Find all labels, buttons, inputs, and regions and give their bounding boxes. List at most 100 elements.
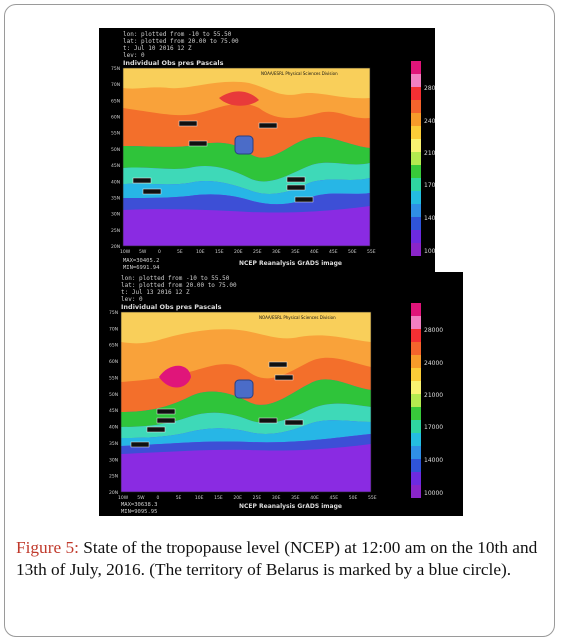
tropopause-map <box>122 67 371 247</box>
footer-credit: NCEP Reanalysis GrADS image <box>239 260 342 267</box>
figure-label: Figure 5: <box>16 538 79 557</box>
header-line-3: t: Jul 10 2016 12 Z <box>123 45 192 52</box>
x-tick-label: 15E <box>214 495 223 501</box>
colorbar-swatch <box>411 433 421 446</box>
x-axis-ticks: 10W 5W 0 5E 10E 15E 20E 25E 30E 35E 40E 45E 50E 55E <box>120 249 376 255</box>
colorbar-swatch <box>411 394 421 407</box>
map-panel-jul-10: lon: plotted from -10 to 55.50 lat: plot… <box>99 28 435 272</box>
colorbar-swatch <box>411 113 421 126</box>
x-tick-label: 10E <box>195 495 204 501</box>
colorbar-label: 21000 <box>424 392 443 399</box>
y-tick-label: 40N <box>109 425 118 431</box>
colorbar-swatch <box>411 74 421 87</box>
credit: NOAA/ESRL Physical Sciences Division <box>259 315 336 320</box>
colorbar-swatch <box>411 459 421 472</box>
y-axis-ticks: 75N 70N 65N 60N 55N 50N 45N 40N 35N 30N 25N 20N <box>111 66 120 250</box>
y-tick-label: 40N <box>111 179 120 185</box>
x-tick-label: 55E <box>367 249 376 255</box>
plot-title: Individual Obs pres Pascals <box>123 59 224 67</box>
footer-max: MAX=30638.3 <box>121 502 157 508</box>
y-tick-label: 35N <box>109 441 118 447</box>
footer-min: MIN=9095.95 <box>121 509 157 515</box>
colorbar-label: 10000 <box>424 248 435 255</box>
figure-caption-text: State of the tropopause level (NCEP) at … <box>16 538 538 579</box>
colorbar-swatch <box>411 87 421 100</box>
x-tick-label: 45E <box>329 249 338 255</box>
colorbar-swatch <box>411 472 421 485</box>
colorbar-swatch <box>411 420 421 433</box>
y-tick-label: 25N <box>111 228 120 234</box>
colorbar-label: 17000 <box>424 424 443 431</box>
colorbar: 28000 24000 21000 17000 14000 10000 <box>411 61 435 256</box>
y-tick-label: 75N <box>109 310 118 316</box>
y-tick-label: 30N <box>109 457 118 463</box>
x-tick-label: 30E <box>272 249 281 255</box>
y-tick-label: 60N <box>109 359 118 365</box>
x-tick-label: 20E <box>234 249 243 255</box>
x-tick-label: 45E <box>330 495 339 501</box>
y-tick-label: 25N <box>109 474 118 480</box>
y-tick-label: 20N <box>111 244 120 250</box>
belarus-marker <box>234 135 254 155</box>
header-line-3: t: Jul 13 2016 12 Z <box>121 289 190 296</box>
y-tick-label: 45N <box>111 163 120 169</box>
colorbar-swatch <box>411 342 421 355</box>
footer-min: MIN=6991.94 <box>123 265 160 271</box>
x-tick-label: 5W <box>139 249 147 255</box>
x-tick-label: 40E <box>310 249 319 255</box>
x-tick-label: 0 <box>156 495 159 501</box>
x-tick-label: 10W <box>118 495 129 501</box>
colorbar-swatch <box>411 316 421 329</box>
plot-title: Individual Obs pres Pascals <box>121 303 222 311</box>
header-line-4: lev: 0 <box>123 52 145 59</box>
colorbar-swatch <box>411 485 421 498</box>
y-axis-ticks: 75N 70N 65N 60N 55N 50N 45N 40N 35N 30N 25N 20N <box>109 310 118 496</box>
x-tick-label: 55E <box>368 495 377 501</box>
colorbar-swatch <box>411 407 421 420</box>
colorbar-swatch <box>411 329 421 342</box>
tropopause-map <box>120 311 372 493</box>
colorbar-swatch <box>411 61 421 74</box>
x-tick-label: 35E <box>291 495 300 501</box>
colorbar-label: 14000 <box>424 457 443 464</box>
footer-max: MAX=30405.2 <box>123 258 159 264</box>
colorbar-swatch <box>411 303 421 316</box>
colorbar-swatch <box>411 217 421 230</box>
y-tick-label: 50N <box>111 147 120 153</box>
y-tick-label: 55N <box>111 131 120 137</box>
x-tick-label: 30E <box>272 495 281 501</box>
colorbar-swatch <box>411 100 421 113</box>
colorbar-swatch <box>411 191 421 204</box>
colorbar-swatch <box>411 446 421 459</box>
colorbar-swatch <box>411 230 421 243</box>
y-tick-label: 45N <box>109 408 118 414</box>
colorbar-label: 24000 <box>424 360 443 367</box>
x-tick-label: 25E <box>253 249 262 255</box>
header-line-1: lon: plotted from -10 to 55.50 <box>123 31 232 38</box>
x-tick-label: 5E <box>177 249 183 255</box>
colorbar-label: 24000 <box>424 118 435 125</box>
colorbar: 28000 24000 21000 17000 14000 10000 <box>411 303 443 498</box>
y-tick-label: 50N <box>109 392 118 398</box>
colorbar-swatch <box>411 368 421 381</box>
x-tick-label: 50E <box>349 495 358 501</box>
header-line-2: lat: plotted from 20.00 to 75.00 <box>123 38 239 45</box>
y-tick-label: 65N <box>111 98 120 104</box>
colorbar-label: 28000 <box>424 85 435 92</box>
colorbar-label: 17000 <box>424 182 435 189</box>
x-tick-label: 40E <box>310 495 319 501</box>
x-tick-label: 20E <box>233 495 242 501</box>
y-tick-label: 20N <box>109 490 118 496</box>
figure-caption: Figure 5: State of the tropopause level … <box>16 537 548 581</box>
colorbar-swatch <box>411 178 421 191</box>
header-line-2: lat: plotted from 20.00 to 75.00 <box>121 282 237 289</box>
footer-credit: NCEP Reanalysis GrADS image <box>239 503 342 510</box>
x-tick-label: 15E <box>215 249 224 255</box>
colorbar-swatch <box>411 381 421 394</box>
x-tick-label: 10E <box>196 249 205 255</box>
colorbar-label: 10000 <box>424 490 443 497</box>
y-tick-label: 65N <box>109 343 118 349</box>
x-tick-label: 50E <box>348 249 357 255</box>
belarus-marker <box>234 379 254 399</box>
header-line-4: lev: 0 <box>121 296 143 303</box>
